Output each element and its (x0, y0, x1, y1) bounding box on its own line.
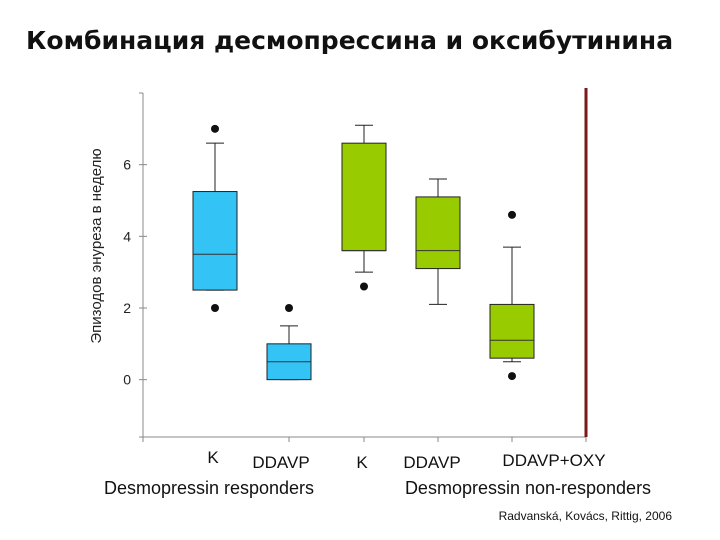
y-tick-label: 4 (123, 228, 131, 244)
y-axis-label: Эпизодов энуреза в неделю (88, 148, 105, 343)
box-iqr (489, 303, 535, 359)
outlier-point (211, 304, 219, 312)
page-title: Комбинация десмопрессина и оксибутинина (26, 26, 674, 55)
outlier-point (360, 282, 368, 291)
category-label: DDAVP (252, 453, 309, 472)
outlier-point (211, 124, 219, 133)
group-label-non-responders: Desmopressin non-responders (405, 478, 651, 498)
category-label: DDAVP (403, 453, 460, 472)
outlier-point (285, 304, 293, 312)
boxes-layer (192, 124, 535, 381)
box-iqr (341, 142, 387, 252)
category-label: K (207, 448, 219, 467)
group-label-responders: Desmopressin responders (104, 478, 314, 498)
y-tick-label: 0 (123, 372, 131, 388)
category-label: K (356, 453, 368, 472)
category-label: DDAVP+OXY (502, 451, 605, 470)
box-iqr (192, 191, 238, 291)
plot-frame: 0 2 4 6 K DDAVP K DDAVP DDAVP+OXY (123, 88, 606, 472)
outlier-point (508, 210, 516, 219)
y-tick-label: 6 (123, 157, 131, 173)
y-tick-label: 2 (123, 300, 131, 316)
citation: Radvanská, Kovács, Rittig, 2006 (498, 509, 672, 523)
box-iqr (415, 196, 461, 270)
outlier-point (508, 372, 516, 381)
